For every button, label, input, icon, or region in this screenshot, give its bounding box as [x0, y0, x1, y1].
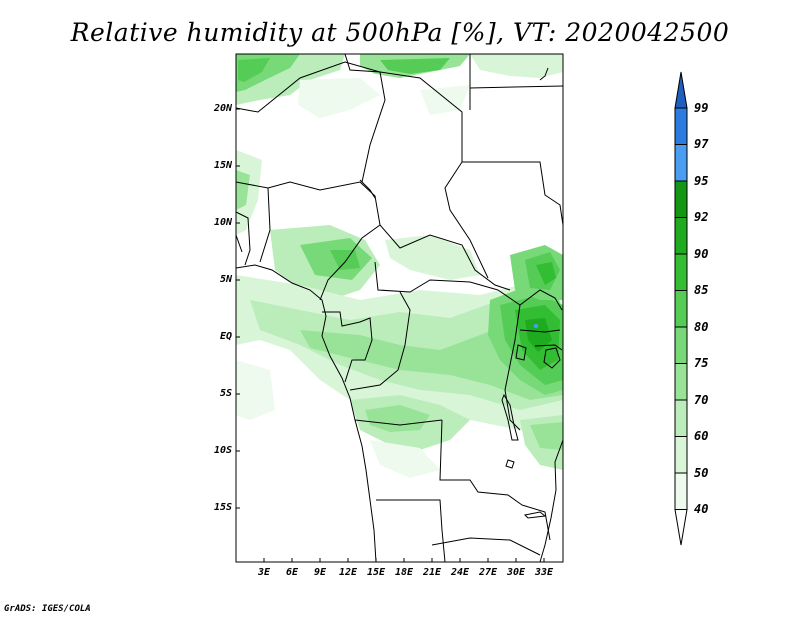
lon-label-3e: 3E: [257, 567, 271, 578]
colorbar-segment-80-85: [674, 290, 688, 328]
lon-label-21e: 21E: [422, 567, 442, 578]
colorbar-label-50: 50: [694, 466, 709, 480]
colorbar-segment-40-50: [674, 472, 688, 510]
map-title: Relative humidity at 500hPa [%], VT: 202…: [70, 18, 730, 47]
lat-label-20n: 20N: [213, 103, 232, 114]
colorbar-segment-90-92: [674, 217, 688, 255]
colorbar-segment-60-70: [674, 399, 688, 437]
colorbar-segment-85-90: [674, 253, 688, 291]
lat-label-15s: 15S: [213, 502, 232, 513]
lon-label-30e: 30E: [506, 567, 526, 578]
lat-label-5s: 5S: [219, 388, 232, 399]
lon-label-12e: 12E: [338, 567, 358, 578]
colorbar-label-99: 99: [694, 101, 709, 115]
lon-label-9e: 9E: [313, 567, 327, 578]
colorbar-segment-97-99: [674, 107, 688, 145]
colorbar-label-60: 60: [694, 429, 709, 443]
colorbar-label-97: 97: [694, 137, 709, 151]
colorbar-label-70: 70: [694, 393, 709, 407]
grads-credit: GrADS: IGES/COLA: [4, 604, 91, 614]
lon-label-18e: 18E: [394, 567, 414, 578]
country-borders: [235, 53, 564, 563]
colorbar-segment-70-75: [674, 363, 688, 401]
colorbar-segment-above-99: [674, 71, 688, 109]
longitude-ticks: [263, 558, 545, 562]
colorbar-label-40: 40: [694, 502, 709, 516]
lat-label-15n: 15N: [213, 160, 232, 171]
humidity-field: [236, 54, 563, 478]
colorbar-segment-92-95: [674, 180, 688, 218]
colorbar-label-90: 90: [694, 247, 709, 261]
colorbar-segment-75-80: [674, 326, 688, 364]
colorbar-label-85: 85: [694, 283, 709, 297]
colorbar: [674, 71, 688, 546]
lon-label-33e: 33E: [534, 567, 554, 578]
lat-label-10n: 10N: [213, 217, 232, 228]
map-frame: [235, 53, 564, 563]
colorbar-segment-50-60: [674, 436, 688, 474]
latitude-ticks: [236, 108, 240, 509]
lat-label-5n: 5N: [219, 274, 232, 285]
lon-label-24e: 24E: [450, 567, 470, 578]
colorbar-label-92: 92: [694, 210, 709, 224]
lon-label-6e: 6E: [285, 567, 299, 578]
lat-label-eq: EQ: [219, 331, 232, 342]
colorbar-label-80: 80: [694, 320, 709, 334]
colorbar-segment-95-97: [674, 144, 688, 182]
lon-label-15e: 15E: [366, 567, 386, 578]
colorbar-label-95: 95: [694, 174, 709, 188]
lat-label-10s: 10S: [213, 445, 232, 456]
colorbar-segment-below-40: [674, 509, 688, 546]
lon-label-27e: 27E: [478, 567, 498, 578]
colorbar-label-75: 75: [694, 356, 709, 370]
